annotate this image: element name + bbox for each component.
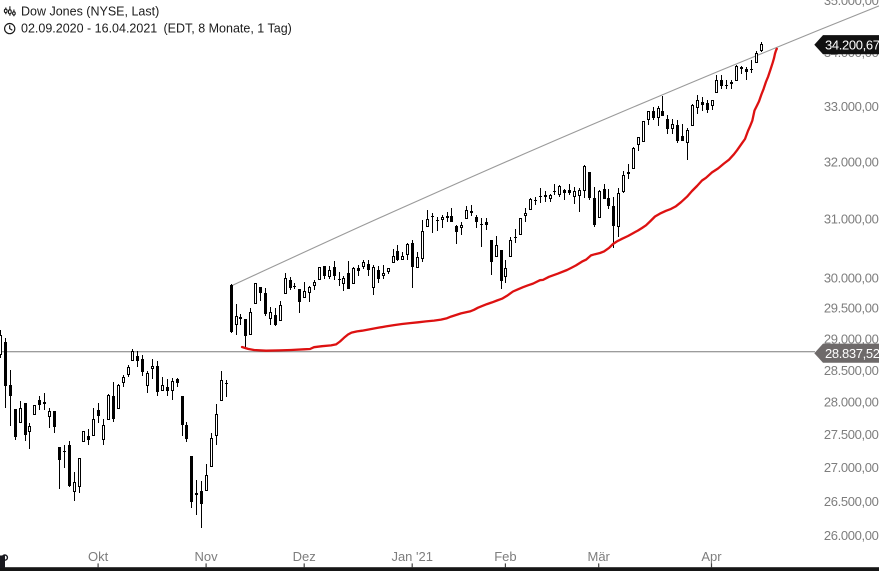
svg-text:26.500,00: 26.500,00	[824, 494, 879, 509]
svg-text:33.000,00: 33.000,00	[824, 99, 879, 114]
svg-text:29.500,00: 29.500,00	[824, 301, 879, 316]
svg-text:Mär: Mär	[588, 549, 611, 564]
svg-text:35.000,00: 35.000,00	[824, 0, 879, 8]
svg-text:Nov: Nov	[195, 549, 219, 564]
svg-text:Dow Jones (NYSE, Last): Dow Jones (NYSE, Last)	[21, 5, 159, 19]
svg-text:27.500,00: 27.500,00	[824, 427, 879, 442]
svg-text:26.000,00: 26.000,00	[824, 528, 879, 543]
svg-text:32.000,00: 32.000,00	[824, 154, 879, 169]
svg-text:30.000,00: 30.000,00	[824, 271, 879, 286]
svg-text:34.200,67: 34.200,67	[825, 37, 879, 52]
svg-text:28.000,00: 28.000,00	[824, 395, 879, 410]
svg-text:28.837,52: 28.837,52	[825, 346, 879, 361]
svg-text:31.000,00: 31.000,00	[824, 211, 879, 226]
svg-text:Dez: Dez	[293, 549, 316, 564]
svg-text:(EDT, 8 Monate, 1 Tag): (EDT, 8 Monate, 1 Tag)	[164, 22, 292, 36]
svg-text:Jan '21: Jan '21	[391, 549, 433, 564]
svg-text:Apr: Apr	[701, 549, 722, 564]
svg-text:02.09.2020 - 16.04.2021: 02.09.2020 - 16.04.2021	[21, 22, 157, 36]
svg-text:Okt: Okt	[88, 549, 109, 564]
svg-text:Feb: Feb	[494, 549, 516, 564]
svg-text:28.500,00: 28.500,00	[824, 363, 879, 378]
svg-text:27.000,00: 27.000,00	[824, 460, 879, 475]
svg-text:29.000,00: 29.000,00	[824, 332, 879, 347]
